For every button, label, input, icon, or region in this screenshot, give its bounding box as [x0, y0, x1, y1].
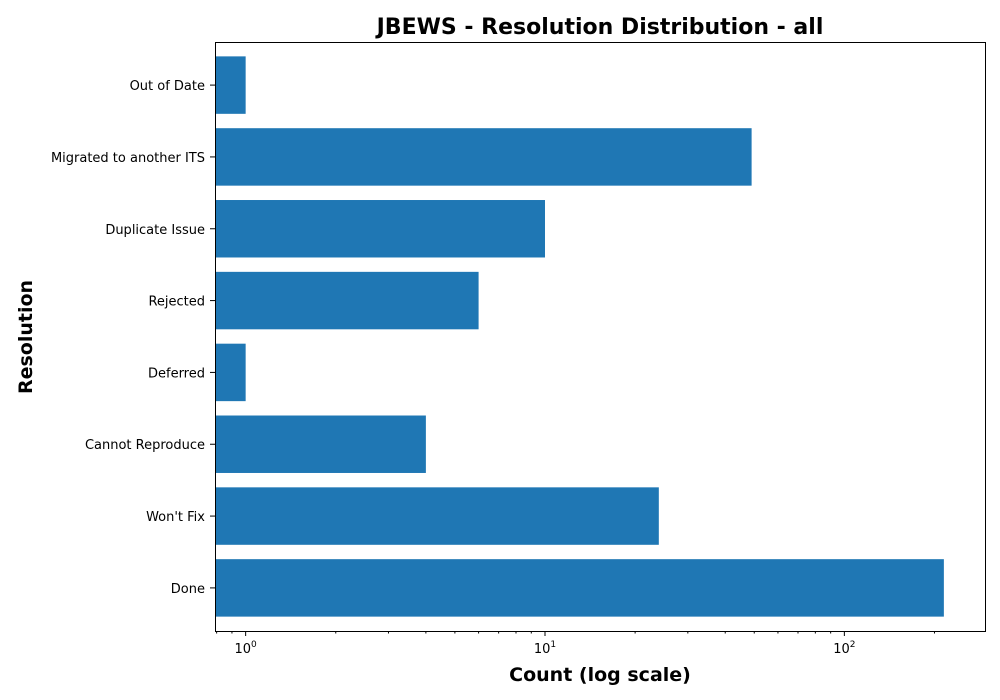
- bar-deferred: [215, 343, 246, 402]
- bar-done: [215, 559, 944, 617]
- y-tick-label: Won't Fix: [146, 510, 205, 525]
- y-tick-label: Deferred: [148, 366, 205, 381]
- x-tick-label: 100: [235, 640, 258, 657]
- x-axis: 100 101 102: [216, 631, 935, 657]
- y-tick-label: Cannot Reproduce: [85, 438, 205, 453]
- bars-group: [215, 56, 944, 617]
- y-tick-label: Rejected: [148, 295, 205, 310]
- y-tick-label: Migrated to another ITS: [51, 151, 205, 166]
- bar-duplicate-issue: [215, 200, 545, 258]
- y-axis-label: Resolution: [15, 280, 37, 394]
- bar-migrated-to-another-its: [215, 128, 752, 186]
- x-tick-label: 101: [534, 640, 556, 657]
- bar-cannot-reproduce: [215, 415, 426, 473]
- plot-frame: [215, 42, 986, 632]
- x-axis-label: Count (log scale): [509, 664, 691, 686]
- x-tick-label: 102: [833, 640, 855, 657]
- y-axis: Done Won't Fix Cannot Reproduce Deferred Rej…: [51, 79, 215, 597]
- y-tick-label: Duplicate Issue: [105, 223, 205, 238]
- y-tick-label: Done: [171, 582, 205, 597]
- bar-rejected: [215, 271, 479, 330]
- bar-won-t-fix: [215, 487, 659, 545]
- bar-out-of-date: [215, 56, 246, 114]
- y-tick-label: Out of Date: [130, 79, 205, 94]
- chart-title: JBEWS - Resolution Distribution - all: [375, 15, 824, 40]
